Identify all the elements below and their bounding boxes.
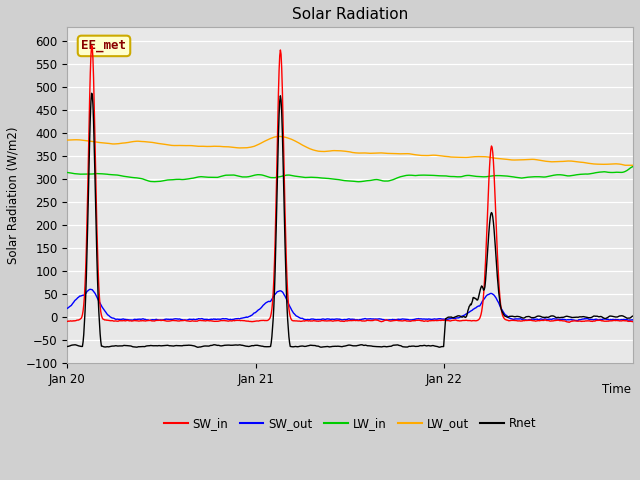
X-axis label: Time: Time [602, 383, 630, 396]
Legend: SW_in, SW_out, LW_in, LW_out, Rnet: SW_in, SW_out, LW_in, LW_out, Rnet [159, 413, 541, 435]
Title: Solar Radiation: Solar Radiation [292, 7, 408, 22]
Text: EE_met: EE_met [81, 39, 127, 52]
Y-axis label: Solar Radiation (W/m2): Solar Radiation (W/m2) [7, 126, 20, 264]
